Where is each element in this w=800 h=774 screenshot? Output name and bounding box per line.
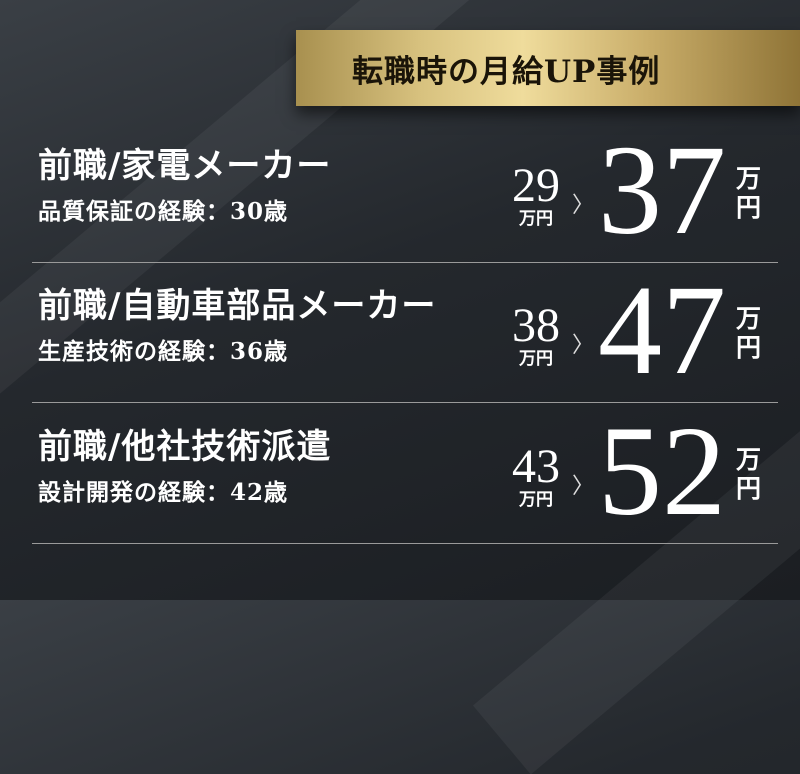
- salary-after-value: 37: [598, 119, 726, 261]
- case-title: 前職/他社技術派遣: [38, 427, 332, 467]
- chevron-right-icon: 〉: [572, 474, 595, 499]
- unit-en: 円: [736, 474, 762, 503]
- salary-before: 43 万円: [506, 440, 566, 510]
- salary-before-unit: 万円: [519, 209, 553, 229]
- chevron-right-icon: 〉: [572, 333, 595, 358]
- salary-after-unit: 万円: [736, 445, 764, 503]
- case-subtitle: 設計開発の経験：42歳: [38, 479, 289, 506]
- salary-before: 38 万円: [506, 299, 566, 369]
- salary-before-unit: 万円: [519, 349, 553, 369]
- page-title: 転職時の月給UP事例: [352, 53, 661, 90]
- unit-en: 円: [736, 193, 762, 222]
- case-subtitle: 品質保証の経験：30歳: [38, 198, 289, 225]
- case-row: 前職/自動車部品メーカー 生産技術の経験：36歳 38 万円 〉 47 万円: [32, 262, 778, 403]
- unit-man: 万: [736, 445, 762, 474]
- salary-after-unit: 万円: [736, 304, 764, 362]
- header-banner: 転職時の月給UP事例: [296, 30, 800, 106]
- unit-en: 円: [736, 333, 762, 362]
- case-row: 前職/家電メーカー 品質保証の経験：30歳 29 万円 〉 37 万円: [32, 122, 778, 263]
- salary-before-value: 38: [512, 299, 560, 352]
- salary-after-value: 47: [598, 259, 726, 401]
- chevron-right-icon: 〉: [572, 193, 595, 218]
- case-title: 前職/自動車部品メーカー: [38, 286, 437, 326]
- salary-before-value: 43: [512, 440, 560, 493]
- salary-before: 29 万円: [506, 159, 566, 229]
- salary-before-unit: 万円: [519, 490, 553, 510]
- salary-after-unit: 万円: [736, 164, 764, 222]
- case-row: 前職/他社技術派遣 設計開発の経験：42歳 43 万円 〉 52 万円: [32, 403, 778, 544]
- case-title: 前職/家電メーカー: [38, 146, 332, 186]
- salary-after-value: 52: [598, 400, 726, 542]
- case-subtitle: 生産技術の経験：36歳: [38, 338, 289, 365]
- unit-man: 万: [736, 164, 762, 193]
- unit-man: 万: [736, 304, 762, 333]
- salary-before-value: 29: [512, 159, 560, 212]
